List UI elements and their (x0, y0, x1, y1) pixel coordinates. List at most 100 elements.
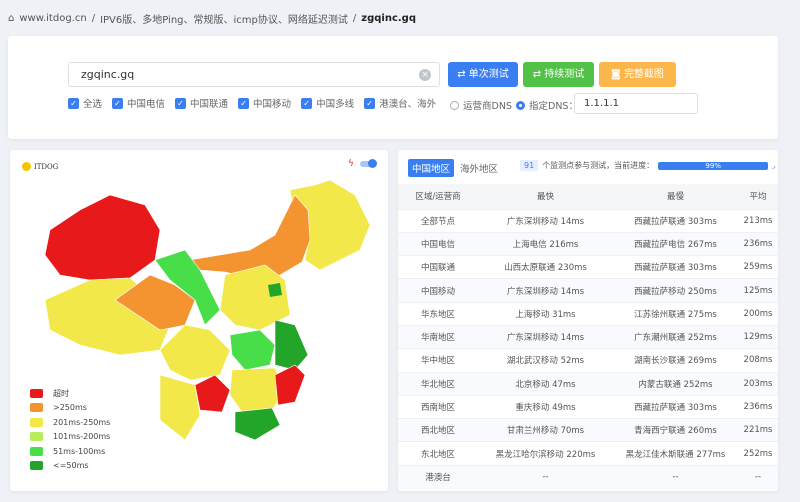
table-row: 港澳台------ (398, 465, 778, 488)
cell-average: 236ms (738, 232, 778, 255)
filter-all[interactable]: ✓全选 (68, 96, 102, 110)
cell-average: 208ms (738, 349, 778, 372)
table-row: 西北地区甘肃兰州移动 70ms青海西宁联通 260ms221ms (398, 419, 778, 442)
checkbox-icon: ✓ (301, 98, 312, 109)
progress-label: 个监测点参与测试，当前进度： (542, 160, 654, 171)
cell-fastest: 甘肃兰州移动 70ms (478, 419, 613, 442)
cell-average: -- (738, 465, 778, 488)
checkbox-icon: ✓ (112, 98, 123, 109)
domain-input[interactable]: zgqinc.gq× (68, 62, 440, 87)
filter-telecom[interactable]: ✓中国电信 (112, 96, 165, 110)
legend-item: >250ms (30, 401, 110, 416)
cell-slowest: 青海西宁联通 260ms (613, 419, 738, 442)
legend-item: <=50ms (30, 459, 110, 474)
single-test-button[interactable]: ⇄ 单次测试 (448, 62, 518, 87)
breadcrumb-section[interactable]: IPV6版、多地Ping、常规版、icmp协议、网络延迟测试 (100, 11, 348, 26)
cell-region: 港澳台 (398, 465, 478, 488)
legend-item: 201ms-250ms (30, 415, 110, 430)
cell-slowest: 西藏拉萨联通 303ms (613, 256, 738, 279)
region-central (230, 330, 275, 370)
col-slowest: 最慢 (613, 184, 738, 209)
table-row: 华东地区上海移动 31ms江苏徐州联通 275ms200ms (398, 302, 778, 325)
dns-input[interactable]: 1.1.1.1 (574, 93, 698, 114)
cell-fastest: -- (478, 465, 613, 488)
cell-average: 125ms (738, 279, 778, 302)
region-guangdong (235, 408, 280, 440)
cell-fastest: 广东深圳移动 14ms (478, 209, 613, 232)
cell-average: 259ms (738, 256, 778, 279)
region-inner-mongolia (190, 195, 310, 278)
breadcrumb-home[interactable]: www.itdog.cn (19, 13, 86, 24)
filter-overseas[interactable]: ✓港澳台、海外 (364, 96, 436, 110)
table-row: 全部节点广东深圳移动 14ms西藏拉萨联通 303ms213ms (398, 209, 778, 232)
home-icon: ⌂ (8, 13, 14, 24)
cell-average: 236ms (738, 395, 778, 418)
continuous-test-button[interactable]: ⇄ 持续测试 (523, 62, 594, 87)
region-sichuan (160, 325, 230, 380)
cell-region: 中国电信 (398, 232, 478, 255)
cell-average: 252ms (738, 442, 778, 465)
col-fastest: 最快 (478, 184, 613, 209)
breadcrumb: ⌂ www.itdog.cn/ IPV6版、多地Ping、常规版、icmp协议、… (8, 11, 416, 26)
table-row: 西南地区重庆移动 49ms西藏拉萨联通 303ms236ms (398, 395, 778, 418)
cell-slowest: 西藏拉萨电信 267ms (613, 232, 738, 255)
cell-fastest: 北京移动 47ms (478, 372, 613, 395)
table-row: 中国联通山西太原联通 230ms西藏拉萨联通 303ms259ms (398, 256, 778, 279)
tab-overseas[interactable]: 海外地区 (460, 161, 498, 175)
col-region: 区域/运营商 (398, 184, 478, 209)
cell-average: 200ms (738, 302, 778, 325)
cell-slowest: 西藏拉萨联通 303ms (613, 395, 738, 418)
screenshot-button[interactable]: ◙ 完整截图 (599, 62, 676, 87)
filter-multiline[interactable]: ✓中国多线 (301, 96, 354, 110)
test-form-card: zgqinc.gq× ⇄ 单次测试 ⇄ 持续测试 ◙ 完整截图 ✓全选 ✓中国电… (8, 36, 778, 139)
cell-region: 中国移动 (398, 279, 478, 302)
cell-region: 华北地区 (398, 372, 478, 395)
cell-slowest: 广东潮州联通 252ms (613, 325, 738, 348)
region-east (275, 320, 308, 370)
radio-isp-dns[interactable]: 运营商DNS (450, 98, 512, 112)
region-yunnan (160, 375, 200, 440)
cell-region: 西北地区 (398, 419, 478, 442)
cell-region: 华中地区 (398, 349, 478, 372)
map-card: ITDOG ϟ 超时 >250ms 201ms-250ms 101ms-200m… (10, 150, 388, 491)
filter-unicom[interactable]: ✓中国联通 (175, 96, 228, 110)
node-count: 91 (520, 160, 538, 171)
legend-item: 101ms-200ms (30, 430, 110, 445)
cell-fastest: 上海电信 216ms (478, 232, 613, 255)
cell-fastest: 重庆移动 49ms (478, 395, 613, 418)
cell-region: 全部节点 (398, 209, 478, 232)
cell-slowest: 西藏拉萨移动 250ms (613, 279, 738, 302)
region-beijing (268, 283, 282, 297)
cell-fastest: 湖北武汉移动 52ms (478, 349, 613, 372)
table-row: 中国电信上海电信 216ms西藏拉萨电信 267ms236ms (398, 232, 778, 255)
region-guizhou (195, 375, 230, 412)
radio-custom-dns[interactable]: 指定DNS： (516, 98, 578, 112)
breadcrumb-current: zgqinc.gq (361, 13, 416, 24)
checkbox-icon: ✓ (175, 98, 186, 109)
checkbox-icon: ✓ (68, 98, 79, 109)
cell-fastest: 黑龙江哈尔滨移动 220ms (478, 442, 613, 465)
table-row: 华南地区广东深圳移动 14ms广东潮州联通 252ms129ms (398, 325, 778, 348)
clear-icon[interactable]: × (419, 69, 431, 81)
cell-average: 213ms (738, 209, 778, 232)
cell-average: 203ms (738, 372, 778, 395)
filter-mobile[interactable]: ✓中国移动 (238, 96, 291, 110)
checkbox-icon: ✓ (238, 98, 249, 109)
cell-fastest: 山西太原联通 230ms (478, 256, 613, 279)
cell-average: 129ms (738, 325, 778, 348)
cell-region: 东北地区 (398, 442, 478, 465)
col-average: 平均 (738, 184, 778, 209)
cell-fastest: 上海移动 31ms (478, 302, 613, 325)
results-table: 区域/运营商 最快 最慢 平均 全部节点广东深圳移动 14ms西藏拉萨联通 30… (398, 184, 778, 489)
map-legend: 超时 >250ms 201ms-250ms 101ms-200ms 51ms-1… (30, 386, 110, 473)
tab-china[interactable]: 中国地区 (408, 159, 454, 177)
cell-region: 中国联通 (398, 256, 478, 279)
legend-item: 超时 (30, 386, 110, 401)
cell-region: 华南地区 (398, 325, 478, 348)
cell-slowest: 黑龙江佳木斯联通 277ms (613, 442, 738, 465)
cell-slowest: 江苏徐州联通 275ms (613, 302, 738, 325)
cell-average: 221ms (738, 419, 778, 442)
region-fujian (275, 365, 305, 405)
cell-fastest: 广东深圳移动 14ms (478, 325, 613, 348)
checkbox-icon: ✓ (364, 98, 375, 109)
